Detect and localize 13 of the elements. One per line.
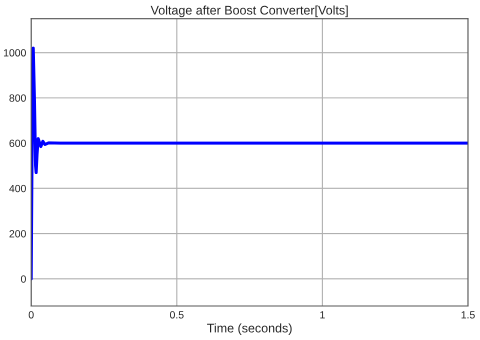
chart-title: Voltage after Boost Converter[Volts] (150, 5, 348, 18)
x-tick-label: 1 (320, 311, 325, 318)
y-tick-label: 200 (9, 230, 26, 238)
x-tick-label: 0 (28, 311, 34, 319)
y-tick-label: 600 (9, 140, 26, 147)
y-tick-label: 0 (20, 275, 26, 283)
x-tick-label: 1.5 (462, 311, 475, 319)
y-tick-label: 800 (9, 94, 26, 102)
y-tick-label: 400 (9, 184, 26, 192)
x-tick-label: 0.5 (170, 311, 184, 319)
y-tick-label: 1000 (4, 49, 26, 57)
line-series (31, 46, 468, 280)
x-axis-title: Time (seconds) (207, 323, 292, 335)
